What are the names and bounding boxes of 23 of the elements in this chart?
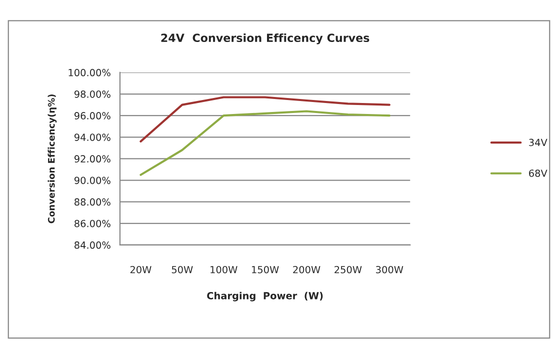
y-tick-label: 90.00% <box>74 176 110 184</box>
y-tick-label: 84.00% <box>74 241 110 249</box>
y-tick-label: 96.00% <box>74 112 110 120</box>
x-tick-label: 300W <box>376 266 404 274</box>
x-tick-label: 250W <box>334 266 362 274</box>
line-series <box>140 110 390 176</box>
x-tick-label: 150W <box>252 266 279 274</box>
y-tick-label: 94.00% <box>74 134 110 141</box>
y-tick-label: 86.00% <box>74 220 110 228</box>
legend-label: 34V <box>529 138 548 146</box>
y-tick-label: 92.00% <box>74 155 110 163</box>
x-tick-label: 200W <box>293 266 320 274</box>
y-axis-title: Conversion Efficency(η%) <box>48 94 57 224</box>
y-tick-label: 100.00% <box>68 68 110 76</box>
x-axis-title: Charging Power (W) <box>207 292 323 302</box>
legend-label: 68V <box>529 170 548 177</box>
chart-title: 24V Conversion Efficency Curves <box>161 33 370 44</box>
line-series <box>140 96 390 142</box>
x-tick-label: 50W <box>172 266 193 274</box>
y-tick-label: 88.00% <box>74 198 110 206</box>
x-tick-label: 100W <box>210 266 238 274</box>
x-tick-label: 20W <box>130 266 152 274</box>
y-tick-label: 98.00% <box>74 90 110 98</box>
